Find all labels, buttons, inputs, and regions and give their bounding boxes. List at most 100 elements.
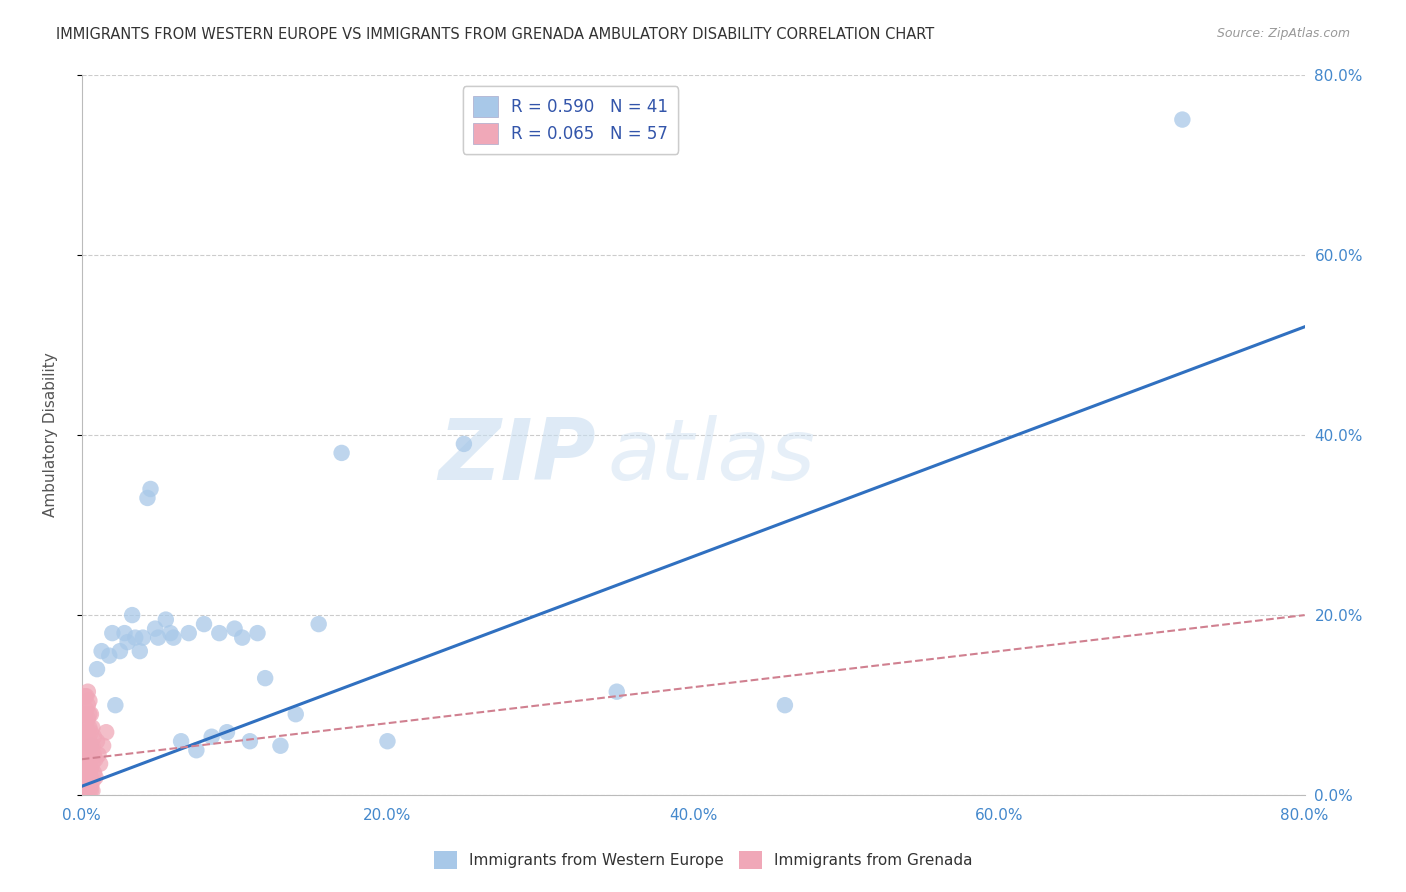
Point: [83, 730, 105, 744]
Text: ZIP: ZIP: [437, 415, 595, 498]
Point: [75, 784, 97, 798]
Point: [177, 626, 200, 640]
Point: [246, 626, 269, 640]
Point: [114, 626, 136, 640]
Point: [73, 743, 96, 757]
Point: [80, 761, 103, 775]
Point: [73, 761, 96, 775]
Point: [231, 631, 253, 645]
Point: [76, 756, 98, 771]
Point: [269, 739, 291, 753]
Point: [104, 698, 127, 713]
Point: [121, 608, 143, 623]
Point: [159, 626, 181, 640]
Point: [73, 689, 96, 703]
Point: [82, 721, 104, 735]
Point: [80, 784, 103, 798]
Point: [86, 734, 108, 748]
Point: [155, 613, 177, 627]
Point: [87, 747, 110, 762]
Point: [75, 730, 97, 744]
Point: [80, 725, 103, 739]
Point: [82, 739, 104, 753]
Point: [117, 635, 139, 649]
Point: [132, 631, 155, 645]
Point: [84, 770, 107, 784]
Point: [453, 437, 475, 451]
Point: [606, 684, 628, 698]
Point: [101, 626, 124, 640]
Point: [79, 752, 101, 766]
Point: [308, 617, 330, 632]
Point: [1171, 112, 1194, 127]
Point: [79, 779, 101, 793]
Point: [79, 694, 101, 708]
Point: [124, 631, 146, 645]
Point: [79, 784, 101, 798]
Point: [76, 725, 98, 739]
Point: [76, 739, 98, 753]
Point: [143, 622, 166, 636]
Point: [86, 662, 108, 676]
Point: [201, 730, 224, 744]
Point: [79, 707, 101, 722]
Point: [80, 743, 103, 757]
Point: [75, 716, 97, 731]
Point: [139, 482, 162, 496]
Point: [72, 707, 94, 722]
Point: [91, 739, 114, 753]
Point: [80, 739, 103, 753]
Point: [90, 644, 112, 658]
Point: [80, 770, 103, 784]
Point: [73, 725, 96, 739]
Point: [108, 644, 131, 658]
Point: [239, 734, 262, 748]
Point: [79, 765, 101, 780]
Point: [75, 761, 97, 775]
Point: [170, 734, 193, 748]
Point: [84, 752, 107, 766]
Point: [215, 725, 238, 739]
Point: [208, 626, 231, 640]
Point: [83, 747, 105, 762]
Point: [82, 774, 104, 789]
Y-axis label: Ambulatory Disability: Ambulatory Disability: [44, 352, 58, 517]
Point: [96, 725, 118, 739]
Point: [80, 707, 103, 722]
Point: [224, 622, 246, 636]
Point: [76, 684, 98, 698]
Point: [76, 774, 98, 789]
Point: [75, 689, 97, 703]
Point: [79, 747, 101, 762]
Point: [186, 743, 208, 757]
Text: Source: ZipAtlas.com: Source: ZipAtlas.com: [1216, 27, 1350, 40]
Point: [146, 631, 169, 645]
Point: [98, 648, 121, 663]
Point: [79, 721, 101, 735]
Point: [136, 491, 159, 505]
Point: [83, 765, 105, 780]
Point: [79, 770, 101, 784]
Point: [76, 712, 98, 726]
Point: [128, 644, 150, 658]
Text: IMMIGRANTS FROM WESTERN EUROPE VS IMMIGRANTS FROM GRENADA AMBULATORY DISABILITY : IMMIGRANTS FROM WESTERN EUROPE VS IMMIGR…: [56, 27, 935, 42]
Point: [75, 779, 97, 793]
Point: [72, 770, 94, 784]
Point: [75, 703, 97, 717]
Point: [89, 756, 111, 771]
Point: [80, 779, 103, 793]
Point: [75, 743, 97, 757]
Point: [193, 617, 215, 632]
Point: [773, 698, 796, 713]
Point: [76, 784, 98, 798]
Text: atlas: atlas: [607, 415, 815, 498]
Point: [377, 734, 399, 748]
Point: [82, 756, 104, 771]
Point: [284, 707, 307, 722]
Point: [73, 707, 96, 722]
Point: [82, 784, 104, 798]
Point: [72, 743, 94, 757]
Legend: Immigrants from Western Europe, Immigrants from Grenada: Immigrants from Western Europe, Immigran…: [427, 845, 979, 875]
Point: [254, 671, 277, 685]
Legend: R = 0.590   N = 41, R = 0.065   N = 57: R = 0.590 N = 41, R = 0.065 N = 57: [463, 87, 678, 153]
